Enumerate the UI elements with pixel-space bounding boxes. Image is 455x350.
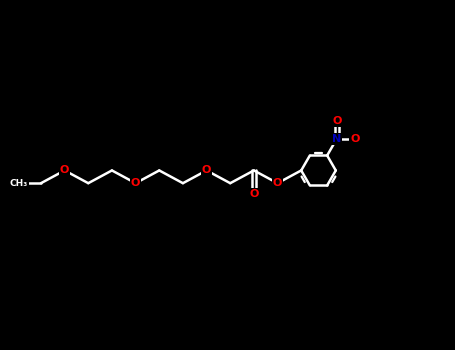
Text: N: N [332,134,341,144]
Text: O: O [350,134,359,144]
Text: O: O [131,178,140,188]
Text: O: O [249,189,258,199]
Text: O: O [273,178,282,188]
Text: O: O [60,166,69,175]
Text: O: O [332,116,341,126]
Text: O: O [202,166,211,175]
Text: CH₃: CH₃ [10,179,28,188]
